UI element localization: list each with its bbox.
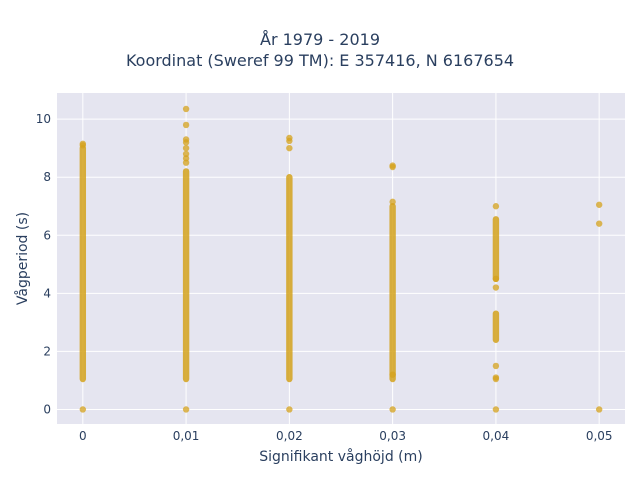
y-tick-label: 0 — [43, 402, 51, 416]
data-point-cluster — [389, 203, 396, 383]
data-point — [595, 201, 603, 208]
data-point-cluster — [492, 216, 500, 283]
data-point — [492, 362, 500, 370]
y-tick-label: 4 — [43, 286, 51, 300]
y-tick-label: 10 — [36, 112, 51, 126]
data-point — [286, 144, 293, 152]
data-point — [389, 163, 396, 171]
x-tick-label: 0,04 — [483, 429, 510, 443]
plot-area — [57, 93, 625, 424]
x-tick-label: 0,01 — [173, 429, 200, 443]
data-point — [182, 144, 190, 152]
chart-title-line-1: År 1979 - 2019 — [260, 30, 380, 49]
x-axis-label: Signifikant våghöjd (m) — [259, 448, 422, 465]
data-point-cluster — [182, 168, 190, 383]
data-point — [389, 371, 396, 378]
y-tick-label: 8 — [43, 170, 51, 184]
data-point — [286, 137, 293, 145]
data-point — [595, 406, 603, 413]
data-point-cluster — [286, 174, 293, 383]
data-point — [182, 139, 190, 146]
y-axis-label: Vågperiod (s) — [14, 212, 31, 305]
data-point — [492, 284, 500, 291]
data-point — [492, 406, 500, 413]
chart-title-line-2: Koordinat (Sweref 99 TM): E 357416, N 61… — [125, 51, 515, 70]
y-tick-label: 6 — [43, 228, 51, 242]
data-point — [182, 105, 190, 113]
data-point — [389, 406, 396, 413]
data-point — [492, 275, 500, 283]
x-tick-label: 0,05 — [586, 429, 613, 443]
data-point — [595, 220, 603, 227]
data-point — [182, 406, 190, 413]
x-tick-label: 0,03 — [379, 429, 406, 443]
data-point — [182, 121, 190, 129]
data-point — [492, 203, 500, 210]
data-point — [286, 406, 293, 413]
x-tick-label: 0 — [79, 429, 87, 443]
x-tick-label: 0,02 — [276, 429, 303, 443]
data-point — [79, 140, 87, 148]
data-point-cluster — [79, 144, 87, 383]
data-point — [492, 375, 500, 383]
data-point — [389, 198, 396, 206]
data-point-cluster — [492, 310, 500, 343]
data-point — [79, 406, 87, 413]
data-point — [182, 159, 190, 166]
y-tick-label: 2 — [43, 344, 51, 358]
